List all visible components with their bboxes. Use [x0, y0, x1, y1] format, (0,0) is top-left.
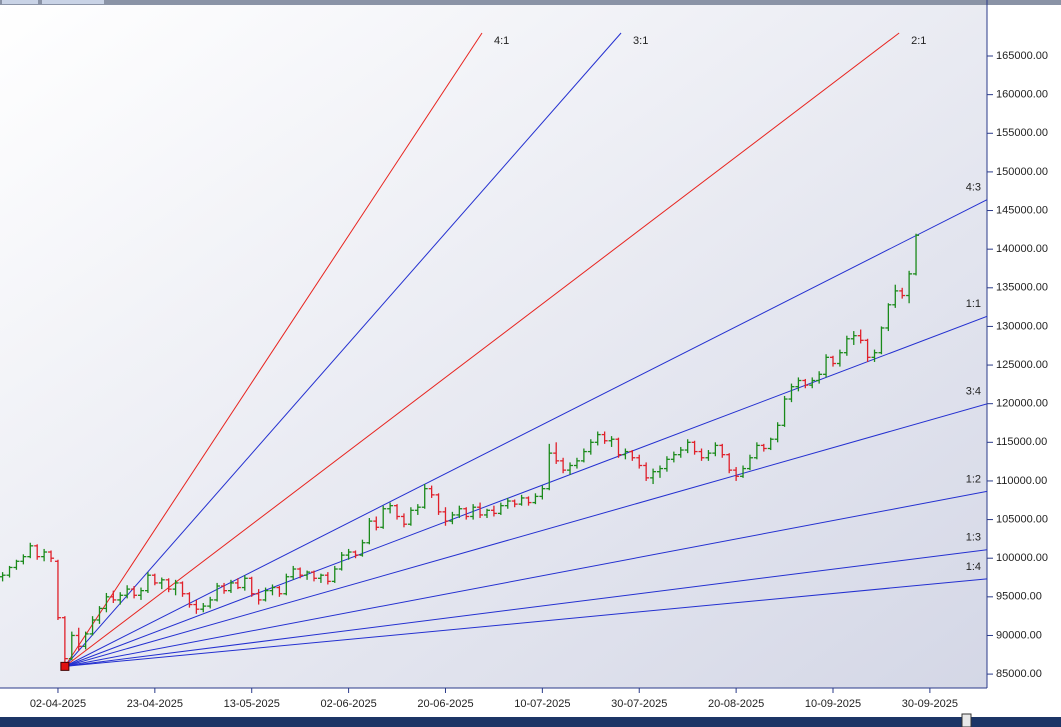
- y-tick-label: 165000.00: [996, 50, 1048, 62]
- x-tick-label: 02-06-2025: [320, 698, 376, 710]
- gann-label: 1:3: [966, 532, 981, 544]
- y-tick-label: 135000.00: [996, 282, 1048, 294]
- y-tick-label: 125000.00: [996, 359, 1048, 371]
- x-tick-label: 20-08-2025: [708, 698, 764, 710]
- gann-line: [64, 32, 483, 667]
- y-tick-label: 150000.00: [996, 166, 1048, 178]
- y-tick-label: 155000.00: [996, 127, 1048, 139]
- x-tick-label: 23-04-2025: [127, 698, 183, 710]
- x-tick-label: 30-09-2025: [902, 698, 958, 710]
- y-tick-label: 140000.00: [996, 243, 1048, 255]
- gann-line: [64, 549, 987, 667]
- x-tick-label: 30-07-2025: [611, 698, 667, 710]
- gann-label: 4:1: [494, 35, 509, 47]
- x-tick-label: 13-05-2025: [224, 698, 280, 710]
- gann-line: [64, 490, 987, 667]
- gann-line: [64, 32, 900, 667]
- price-bars: [0, 233, 920, 667]
- gann-line: [64, 578, 987, 667]
- gann-label: 1:4: [966, 561, 981, 573]
- gann-label: 1:2: [966, 473, 981, 485]
- y-tick-label: 120000.00: [996, 398, 1048, 410]
- tab[interactable]: [2, 0, 38, 4]
- y-tick-label: 100000.00: [996, 552, 1048, 564]
- plot-background: [0, 0, 987, 688]
- y-tick-label: 90000.00: [996, 629, 1042, 641]
- gann-label: 3:4: [966, 386, 981, 398]
- tab[interactable]: [42, 0, 104, 4]
- y-tick-label: 130000.00: [996, 320, 1048, 332]
- gann-label: 1:1: [966, 298, 981, 310]
- y-tick-label: 115000.00: [996, 436, 1047, 448]
- top-strip: [0, 0, 1061, 5]
- x-tick-label: 02-04-2025: [30, 698, 86, 710]
- scroll-thumb[interactable]: [961, 713, 972, 727]
- y-tick-label: 85000.00: [996, 668, 1042, 680]
- x-tick-label: 10-09-2025: [805, 698, 861, 710]
- y-tick-label: 145000.00: [996, 204, 1048, 216]
- gann-label: 4:3: [966, 182, 981, 194]
- gann-fan: [64, 32, 987, 667]
- gann-label: 3:1: [633, 35, 648, 47]
- x-tick-label: 10-07-2025: [514, 698, 570, 710]
- y-tick-label: 160000.00: [996, 89, 1048, 101]
- gann-line: [64, 199, 987, 667]
- gann-line: [64, 315, 987, 667]
- scrollbar[interactable]: [0, 717, 1061, 727]
- gann-line: [64, 403, 987, 667]
- y-tick-label: 95000.00: [996, 591, 1042, 603]
- y-tick-label: 105000.00: [996, 513, 1048, 525]
- fan-origin: [60, 661, 70, 671]
- y-tick-label: 110000.00: [996, 475, 1047, 487]
- gann-label: 2:1: [911, 35, 926, 47]
- gann-line: [64, 32, 622, 667]
- x-tick-label: 20-06-2025: [417, 698, 473, 710]
